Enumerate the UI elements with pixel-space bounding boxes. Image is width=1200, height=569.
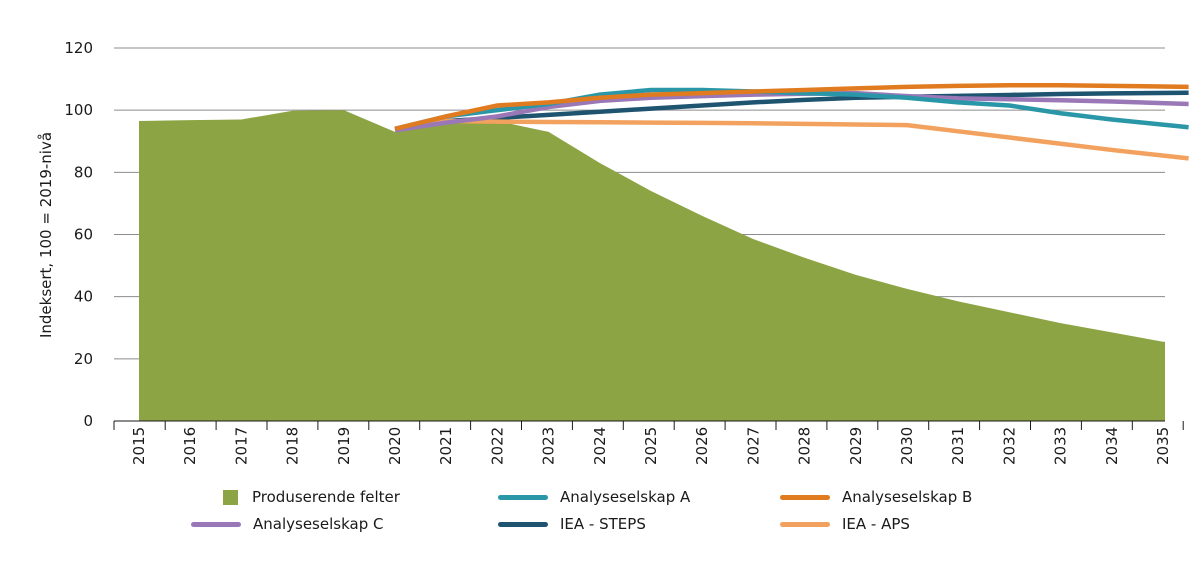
x-tick-label: 2020 <box>386 427 404 465</box>
x-tick-label: 2023 <box>540 427 558 465</box>
x-tick-label: 2024 <box>591 427 609 465</box>
x-tick-label: 2025 <box>642 427 660 465</box>
x-tick-label: 2017 <box>232 427 250 465</box>
x-tick-label: 2022 <box>488 427 506 465</box>
x-tick-label: 2021 <box>437 427 455 465</box>
area-layer <box>139 110 1165 422</box>
x-tick-label: 2034 <box>1103 427 1121 465</box>
y-tick-label: 20 <box>74 350 93 368</box>
y-tick-label: 100 <box>64 101 93 119</box>
y-tick-label: 0 <box>83 412 93 430</box>
x-tick-label: 2028 <box>796 427 814 465</box>
x-tick-label: 2015 <box>130 427 148 465</box>
y-axis-label: Indeksert, 100 = 2019-nivå <box>37 132 55 338</box>
x-tick-label: 2016 <box>181 427 199 465</box>
y-tick-label: 80 <box>74 163 93 181</box>
line-iea-aps <box>394 118 1189 161</box>
y-tick-label: 60 <box>74 226 93 244</box>
x-tick-label: 2030 <box>898 427 916 465</box>
x-tick-label: 2026 <box>693 427 711 465</box>
line-analyseselskap-b <box>394 83 1189 132</box>
x-tick-label: 2018 <box>284 427 302 465</box>
line-iea-steps <box>394 90 1189 132</box>
axes: 2015 2016 2017 2018 2019 2020 2021 2022 2023 2024… <box>113 420 1184 465</box>
x-tick-label: 2033 <box>1052 427 1070 465</box>
x-tick-label: 2027 <box>744 427 762 465</box>
x-tick-label: 2019 <box>335 427 353 465</box>
y-tick-label: 120 <box>64 39 93 57</box>
lines-layer <box>394 83 1189 161</box>
x-tick-label: 2035 <box>1154 427 1172 465</box>
x-tick-label: 2032 <box>1000 427 1018 465</box>
y-tick-label: 40 <box>74 288 93 306</box>
x-tick-label: 2029 <box>847 427 865 465</box>
area-produserende-felter <box>139 110 1165 422</box>
x-tick-label: 2031 <box>949 427 967 465</box>
